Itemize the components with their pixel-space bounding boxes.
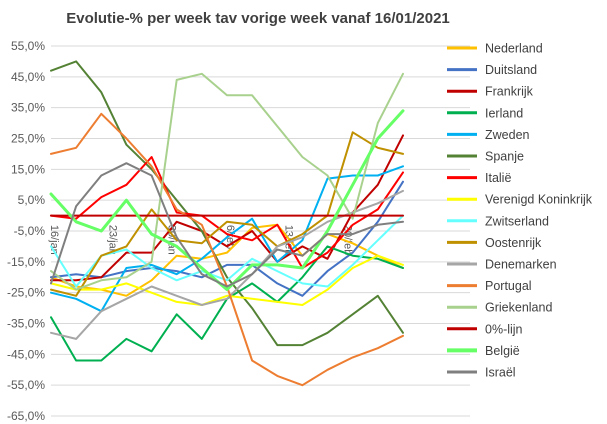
series-lines <box>49 60 405 387</box>
y-tick-label: -25,0% <box>7 286 45 300</box>
y-tick-label: -65,0% <box>7 409 45 423</box>
legend-label: Israël <box>485 366 516 380</box>
series-line-15 <box>50 162 404 288</box>
legend-label: België <box>485 344 520 358</box>
series-line-12 <box>50 72 404 291</box>
series-line-1 <box>50 180 404 297</box>
x-tick-label: 20/feb <box>341 225 353 256</box>
legend-label: Zweden <box>485 128 530 142</box>
series-line-4 <box>50 165 404 313</box>
y-tick-label: 45,0% <box>11 70 45 84</box>
legend-label: Denemarken <box>485 258 557 272</box>
legend-label: Italië <box>485 171 511 185</box>
y-tick-label: -5,0% <box>14 224 46 238</box>
legend-label: Verenigd Koninkrijk <box>485 193 593 207</box>
series-line-7 <box>50 254 404 306</box>
legend-label: Frankrijk <box>485 85 534 99</box>
chart-title: Evolutie-% per week tav vorige week vana… <box>66 10 450 27</box>
y-tick-label: 25,0% <box>11 132 45 146</box>
series-line-5 <box>50 60 404 347</box>
legend-label: Zwitserland <box>485 214 549 228</box>
y-axis-ticks: 55,0% 45,0% 35,0% 25,0% 15,0% 5,0% -5,0% -15,0%… <box>7 39 45 423</box>
x-tick-label: 23/jan <box>107 225 119 255</box>
y-tick-label: 55,0% <box>11 39 45 53</box>
y-tick-label: -15,0% <box>7 255 45 269</box>
gridlines <box>51 45 470 417</box>
legend-label: Duitsland <box>485 63 537 77</box>
legend: Nederland Duitsland Frankrijk Ierland Zweden… <box>447 42 593 380</box>
legend-label: Portugal <box>485 279 532 293</box>
legend-label: Ierland <box>485 106 523 120</box>
series-line-0 <box>50 223 404 297</box>
series-line-14 <box>49 109 405 292</box>
legend-label: Oostenrijk <box>485 236 542 250</box>
y-tick-label: -35,0% <box>7 317 45 331</box>
series-line-2 <box>50 134 404 282</box>
y-tick-label: -55,0% <box>7 378 45 392</box>
legend-label: Spanje <box>485 150 524 164</box>
y-tick-label: 5,0% <box>18 193 46 207</box>
series-line-9 <box>50 131 404 297</box>
legend-label: 0%-lijn <box>485 322 523 336</box>
y-tick-label: -45,0% <box>7 347 45 361</box>
legend-label: Nederland <box>485 42 543 56</box>
y-tick-label: 15,0% <box>11 162 45 176</box>
legend-label: Griekenland <box>485 301 552 315</box>
y-tick-label: 35,0% <box>11 101 45 115</box>
